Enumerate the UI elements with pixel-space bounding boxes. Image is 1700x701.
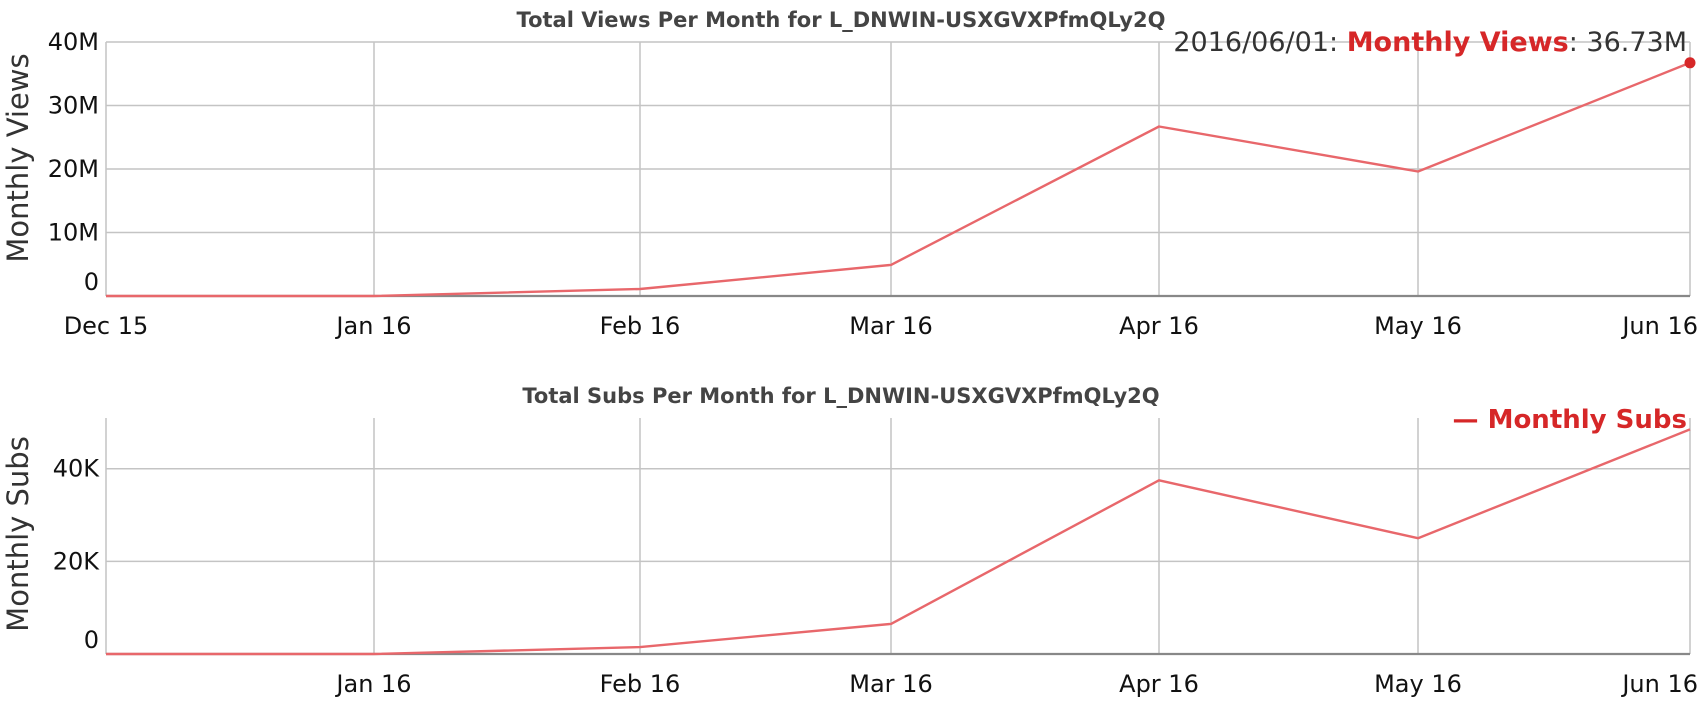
views-y-axis-title: Monthly Views <box>1 53 35 262</box>
subs-x-tick-label: Jun 16 <box>1620 670 1698 698</box>
views-y-tick-label: 20M <box>48 155 99 183</box>
views-hover-date: 2016/06/01: <box>1173 27 1338 58</box>
subs-x-tick-label: Mar 16 <box>849 670 932 698</box>
views-gridlines <box>105 41 1691 296</box>
subs-x-tick-label: Jan 16 <box>334 670 411 698</box>
views-x-tick-label: Mar 16 <box>849 312 932 340</box>
views-y-tick-label: 40M <box>48 28 99 56</box>
views-y-tick-label: 30M <box>48 92 99 120</box>
views-chart: Total Views Per Month for L_DNWIN-USXGVX… <box>1 8 1698 340</box>
views-series-line <box>106 61 1691 298</box>
subs-x-tick-label: Apr 16 <box>1119 670 1199 698</box>
views-hover-value: : 36.73M <box>1569 27 1687 58</box>
views-series <box>106 57 1696 298</box>
views-chart-title: Total Views Per Month for L_DNWIN-USXGVX… <box>517 8 1166 32</box>
subs-gridlines <box>105 418 1691 654</box>
views-x-tick-label: Jun 16 <box>1620 312 1698 340</box>
subs-y-tick-label: 0 <box>84 626 99 654</box>
subs-x-tick-label: May 16 <box>1374 670 1462 698</box>
subs-y-tick-label: 20K <box>53 547 101 575</box>
subs-chart-title: Total Subs Per Month for L_DNWIN-USXGVXP… <box>522 384 1159 408</box>
subs-chart: Total Subs Per Month for L_DNWIN-USXGVXP… <box>1 384 1698 698</box>
views-y-tick-label: 10M <box>48 219 99 247</box>
views-hover-series: Monthly Views <box>1347 27 1569 58</box>
subs-y-tick-label: 40K <box>53 455 101 483</box>
views-x-tick-label: Feb 16 <box>600 312 681 340</box>
views-hover-marker[interactable] <box>1684 57 1696 69</box>
views-hover-readout: 2016/06/01: Monthly Views: 36.73M <box>1173 27 1687 58</box>
subs-y-ticks: 0 20K 40K <box>53 455 101 654</box>
subs-legend-item[interactable]: — Monthly Subs <box>1453 405 1687 435</box>
views-x-tick-label: Jan 16 <box>334 312 411 340</box>
subs-y-axis-title: Monthly Subs <box>1 436 35 632</box>
subs-series-line <box>106 428 1691 656</box>
views-y-tick-label: 0 <box>84 268 99 296</box>
views-x-tick-label: Dec 15 <box>64 312 149 340</box>
subs-series <box>106 428 1691 656</box>
subs-x-ticks: Jan 16 Feb 16 Mar 16 Apr 16 May 16 Jun 16 <box>334 670 1698 698</box>
views-x-tick-label: Apr 16 <box>1119 312 1199 340</box>
views-y-ticks: 0 10M 20M 30M 40M <box>48 28 99 296</box>
views-x-ticks: Dec 15 Jan 16 Feb 16 Mar 16 Apr 16 May 16 Jun … <box>64 312 1698 340</box>
subs-x-tick-label: Feb 16 <box>600 670 681 698</box>
views-x-tick-label: May 16 <box>1374 312 1462 340</box>
